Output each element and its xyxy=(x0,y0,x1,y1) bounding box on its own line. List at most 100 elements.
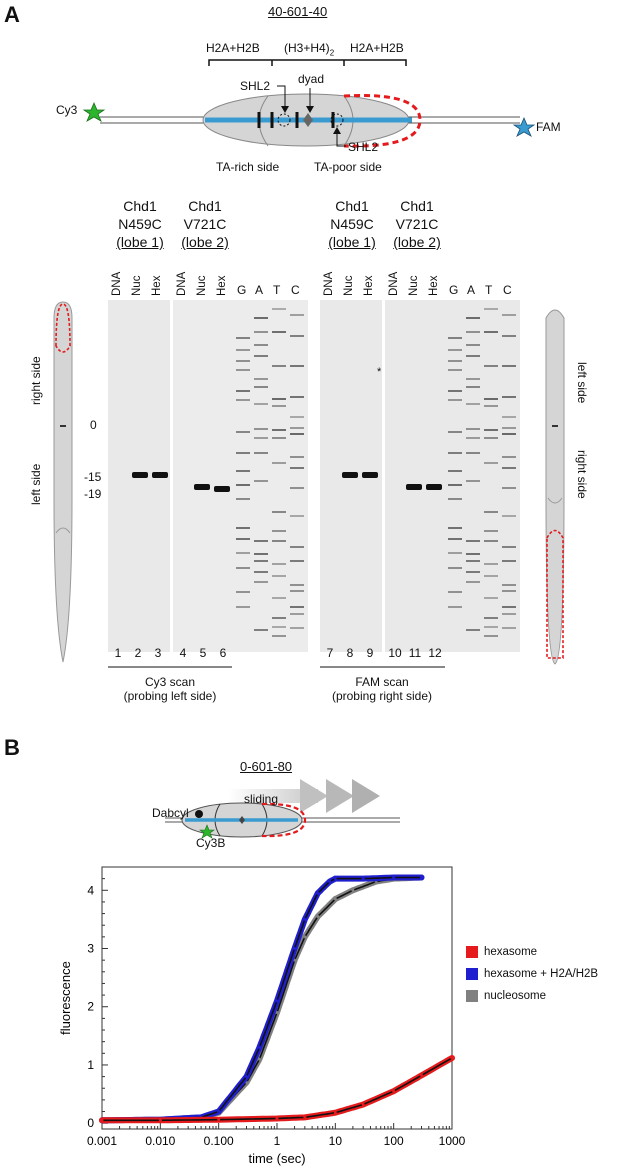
fit-line xyxy=(101,876,422,1122)
data-point xyxy=(419,1073,423,1077)
lane-header: Hex xyxy=(363,275,375,296)
left-schematic-top-label: right side xyxy=(29,356,43,405)
domain-label-1: H2A+H2B xyxy=(206,41,260,55)
x-tick-label: 100 xyxy=(384,1134,404,1148)
data-point xyxy=(303,935,307,939)
data-point xyxy=(450,1056,454,1060)
scan-underlines xyxy=(108,666,445,668)
left-side-schematic xyxy=(53,301,73,663)
lane-number: 10 xyxy=(388,646,402,660)
panel-a-letter: A xyxy=(4,2,20,27)
lane-header: Hex xyxy=(428,275,440,296)
lane-group-header: Chd1 N459C (lobe 1) xyxy=(328,198,376,250)
nucleosome-schematic-b xyxy=(165,779,400,839)
dyad-label: dyad xyxy=(298,72,325,86)
y-axis-label: fluorescence xyxy=(58,961,73,1035)
y-tick-label: 3 xyxy=(87,942,94,956)
ladder-letter: A xyxy=(467,283,476,297)
fit-line xyxy=(101,876,422,1122)
ladder-letter: A xyxy=(255,283,264,297)
position-zero: 0 xyxy=(90,418,97,432)
y-tick-label: 0 xyxy=(87,1116,94,1130)
lane-number: 12 xyxy=(428,646,442,660)
sliding-label: sliding xyxy=(244,792,279,806)
domain-label-2: (H3+H4)2 xyxy=(284,41,335,58)
data-point xyxy=(275,999,279,1003)
data-point xyxy=(333,877,337,881)
x-tick-label: 0.001 xyxy=(87,1134,117,1148)
lane-group-header: Chd1 N459C (lobe 1) xyxy=(116,198,164,250)
lane-header: DNA xyxy=(111,271,123,296)
ta-rich-label: TA-rich side xyxy=(216,160,280,174)
data-point xyxy=(257,1045,261,1049)
ladder-letter: T xyxy=(273,283,281,297)
x-tick-label: 0.010 xyxy=(145,1134,175,1148)
y-tick-label: 4 xyxy=(87,883,94,897)
data-point xyxy=(419,875,423,879)
lane-header: Nuc xyxy=(343,275,355,296)
x-tick-label: 1 xyxy=(274,1134,281,1148)
series-line xyxy=(99,874,425,1124)
data-point xyxy=(293,947,297,951)
ladder-letter: C xyxy=(503,283,512,297)
lane-header: Nuc xyxy=(196,275,208,296)
data-point xyxy=(316,914,320,918)
data-point xyxy=(392,875,396,879)
gel-lanes-1-3 xyxy=(108,300,170,652)
fit-line xyxy=(102,1057,453,1122)
dabcyl-label: Dabcyl xyxy=(152,806,189,820)
sliding-kinetics-chart: 0.001 0.010 0.100 1 10 100 1000 0 1 2 3 4 time (sec)… xyxy=(58,866,466,1166)
cy3b-label: Cy3B xyxy=(196,836,226,850)
data-point xyxy=(333,897,337,901)
data-point xyxy=(361,1103,365,1107)
asterisk-marker: * xyxy=(377,366,382,378)
data-point xyxy=(275,1011,279,1015)
data-point xyxy=(100,1118,104,1122)
data-point xyxy=(303,1115,307,1119)
shl2-right-label: SHL2 xyxy=(348,140,379,154)
x-tick-label: 1000 xyxy=(439,1134,466,1148)
lane-number: 2 xyxy=(134,646,142,660)
domain-label-3: H2A+H2B xyxy=(350,41,404,55)
lane-number: 9 xyxy=(366,646,374,660)
ladder-letter: G xyxy=(449,283,459,297)
lane-number: 7 xyxy=(326,646,334,660)
y-tick-label: 1 xyxy=(87,1058,94,1072)
gel-lanes-10-12-ladder xyxy=(385,300,520,652)
data-point xyxy=(316,891,320,895)
data-point xyxy=(217,1118,221,1122)
construct-title-b: 0-601-80 xyxy=(240,759,293,774)
data-point xyxy=(257,1057,261,1061)
data-point xyxy=(392,1089,396,1093)
legend-swatch xyxy=(466,946,478,958)
lane-number: 11 xyxy=(408,646,422,660)
series-line xyxy=(99,1055,455,1124)
lane-header: DNA xyxy=(323,271,335,296)
legend-swatch xyxy=(466,968,478,980)
lane-number: 3 xyxy=(154,646,162,660)
x-axis-label: time (sec) xyxy=(248,1151,305,1166)
data-point xyxy=(351,888,355,892)
lane-header: Nuc xyxy=(408,275,420,296)
data-point xyxy=(217,1110,221,1114)
legend-item: hexasome + H2A/H2B xyxy=(466,968,598,980)
right-side-schematic xyxy=(545,309,565,665)
cy3-label: Cy3 xyxy=(56,103,78,117)
x-tick-label: 0.100 xyxy=(204,1134,234,1148)
lane-group-header: Chd1 V721C (lobe 2) xyxy=(393,198,441,250)
data-point xyxy=(328,880,332,884)
lane-header: Hex xyxy=(151,275,163,296)
lane-header: DNA xyxy=(176,271,188,296)
ladder-letter: C xyxy=(291,283,300,297)
lane-group-header: Chd1 V721C (lobe 2) xyxy=(181,198,229,250)
gel-lanes-7-9 xyxy=(320,300,382,652)
panel-b-letter: B xyxy=(4,735,20,760)
lane-number: 8 xyxy=(346,646,354,660)
lane-number: 1 xyxy=(114,646,122,660)
right-schematic-bottom-label: right side xyxy=(575,450,589,499)
gel-lanes-4-6-ladder xyxy=(173,300,308,652)
fam-scan-label: FAM scan (probing right side) xyxy=(331,675,433,703)
lane-header: Hex xyxy=(216,275,228,296)
data-point xyxy=(361,877,365,881)
data-point xyxy=(158,1118,162,1122)
